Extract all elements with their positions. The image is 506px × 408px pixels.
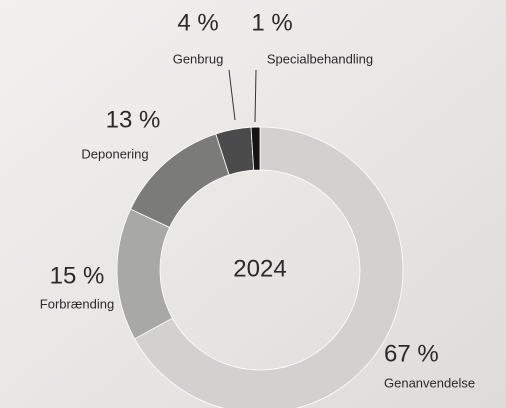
category-label: Deponering bbox=[81, 146, 148, 161]
category-label: Specialbehandling bbox=[267, 51, 373, 66]
value-label: 4 % bbox=[177, 9, 218, 36]
value-label: 67 % bbox=[384, 340, 439, 367]
leader-line bbox=[254, 69, 257, 123]
value-label: 15 % bbox=[50, 262, 105, 289]
value-label: 1 % bbox=[251, 9, 292, 36]
donut-segment bbox=[250, 126, 261, 171]
value-label: 13 % bbox=[106, 106, 161, 133]
donut-segment bbox=[134, 126, 404, 408]
leader-line bbox=[228, 69, 236, 121]
category-label: Genbrug bbox=[173, 51, 224, 66]
center-label: 2024 bbox=[233, 255, 286, 282]
category-label: Genanvendelse bbox=[384, 375, 475, 390]
category-label: Forbrænding bbox=[40, 296, 114, 311]
